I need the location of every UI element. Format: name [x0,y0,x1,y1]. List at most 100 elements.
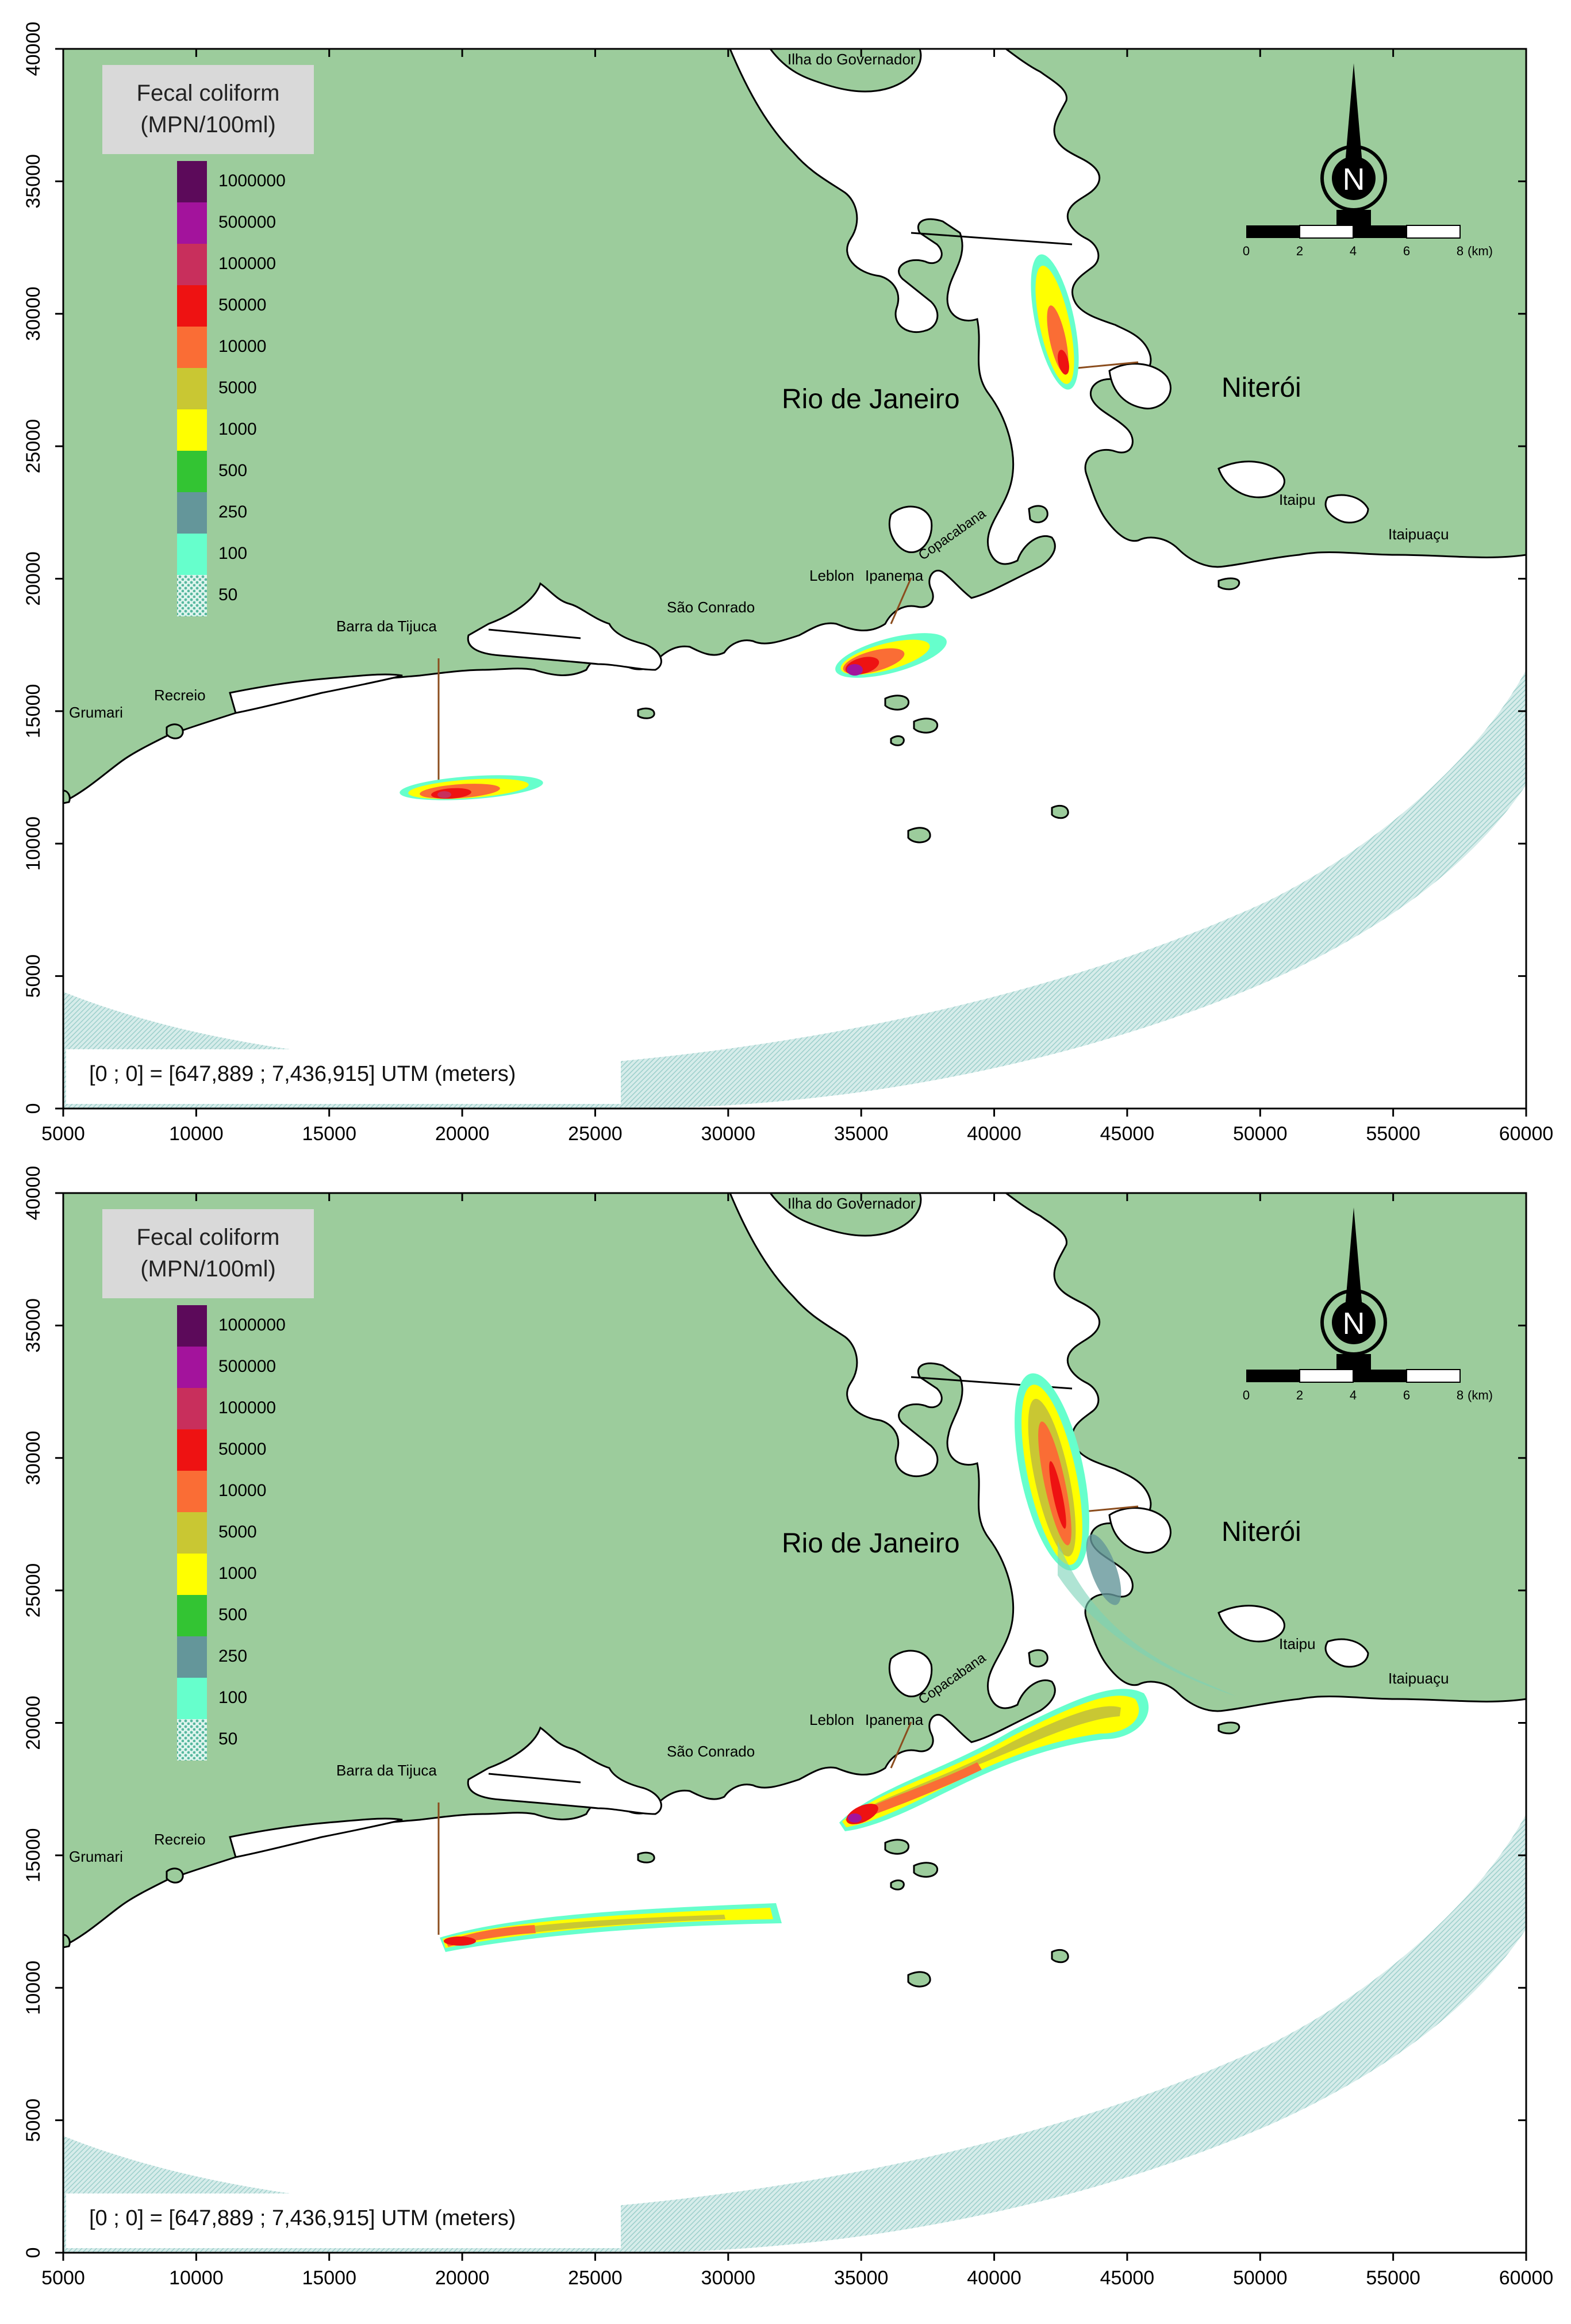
legend-swatch [177,492,207,534]
origin-note-box [66,1049,621,1104]
legend-swatches: 1000000 500000 100000 50000 10000 5000 1000 500… [177,161,286,616]
legend-swatch [177,285,207,327]
legend-top: Fecal coliform (MPN/100ml) 1000000 500000… [102,65,314,616]
legend-value: 500000 [218,1357,276,1376]
legend-value: 10000 [218,1481,266,1500]
legend-swatch [177,368,207,409]
label-recreio: Recreio [154,687,206,704]
legend-value: 50 [218,585,237,604]
scale-label-8: 8 [1457,1388,1464,1402]
panel-top: 5000 10000 15000 20000 25000 30000 35000 40000 4… [22,22,1553,1145]
x-tick-label: 15000 [302,2267,356,2289]
legend-value: 50000 [218,1440,266,1459]
label-barra-da-tijuca: Barra da Tijuca [336,1762,437,1779]
legend-swatch [177,244,207,285]
legend-swatch [177,1636,207,1678]
legend-swatch [177,534,207,575]
scale-label-4: 4 [1350,1388,1357,1402]
legend-value: 1000 [218,1564,257,1583]
scale-label-8: 8 [1457,244,1464,258]
y-tick-label: 15000 [22,1828,44,1883]
legend-title-box [102,1209,314,1298]
label-itaipuacu: Itaipuaçu [1388,526,1449,543]
legend-swatch [177,1678,207,1719]
north-letter: N [1343,1306,1365,1341]
x-tick-label: 25000 [568,2267,623,2289]
legend-value: 500 [218,461,247,480]
plume-barra-bottom [440,1903,782,1952]
legend-swatch [177,1719,207,1761]
label-ilha-governador: Ilha do Governador [788,1195,916,1212]
legend-swatch [177,1512,207,1554]
scale-label-6: 6 [1403,244,1410,258]
legend-value: 500 [218,1605,247,1624]
y-tick-label: 35000 [22,1298,44,1353]
label-itaipuacu: Itaipuaçu [1388,1670,1449,1687]
x-tick-label: 25000 [568,1123,623,1145]
x-tick-label: 10000 [169,2267,224,2289]
x-tick-label: 5000 [41,1123,85,1145]
x-tick-label: 30000 [701,1123,756,1145]
label-sao-conrado: São Conrado [667,1743,755,1760]
legend-value: 250 [218,1647,247,1666]
label-niteroi: Niterói [1222,1517,1301,1547]
y-tick-label: 10000 [22,1961,44,2015]
scale-bar-top: 0 2 4 6 8 (km) [1243,225,1493,258]
scale-label-4: 4 [1350,244,1357,258]
x-tick-label: 40000 [967,2267,1021,2289]
legend-title-line2: (MPN/100ml) [140,1256,276,1282]
y-tick-label: 40000 [22,1166,44,1221]
y-tick-label: 25000 [22,419,44,474]
label-grumari: Grumari [69,1848,123,1865]
x-tick-label: 20000 [435,1123,490,1145]
y-tick-label: 15000 [22,684,44,739]
north-arrow-bottom: N [1320,1207,1387,1380]
legend-swatch [177,409,207,451]
legend-swatch [177,1347,207,1388]
label-leblon: Leblon [809,567,854,584]
y-tick-label: 10000 [22,816,44,871]
legend-value: 100 [218,1688,247,1707]
label-barra-da-tijuca: Barra da Tijuca [336,618,437,635]
label-sao-conrado: São Conrado [667,599,755,616]
legend-value: 100000 [218,1398,276,1417]
legend-value: 1000 [218,420,257,439]
legend-value: 1000000 [218,171,286,190]
origin-note-top: [0 ; 0] = [647,889 ; 7,436,915] UTM (met… [89,1062,516,1086]
scale-label-6: 6 [1403,1388,1410,1402]
north-arrow-top: N [1320,63,1387,236]
y-tick-label: 5000 [22,2099,44,2142]
x-tick-label: 5000 [41,2267,85,2289]
x-tick-label: 45000 [1100,1123,1155,1145]
x-tick-label: 45000 [1100,2267,1155,2289]
x-tick-label: 50000 [1233,1123,1288,1145]
x-tick-label: 50000 [1233,2267,1288,2289]
legend-swatch [177,1554,207,1595]
legend-swatch [177,327,207,368]
legend-bottom: Fecal coliform (MPN/100ml) 1000000 500000… [102,1209,314,1761]
label-itaipu: Itaipu [1279,491,1316,508]
y-tick-label: 20000 [22,551,44,606]
legend-swatch [177,1388,207,1429]
y-tick-label: 0 [22,2248,44,2258]
legend-title-line1: Fecal coliform [137,1225,280,1250]
origin-note-box [66,2193,621,2248]
legend-swatch [177,451,207,492]
label-ipanema: Ipanema [865,567,924,584]
legend-value: 5000 [218,378,257,397]
legend-swatch [177,202,207,244]
x-tick-label: 35000 [834,1123,889,1145]
scale-bar-bottom: 0 2 4 6 8 (km) [1243,1369,1493,1402]
y-tick-label: 30000 [22,1431,44,1485]
x-tick-label: 55000 [1366,2267,1420,2289]
x-tick-label: 15000 [302,1123,356,1145]
x-ticks-bottom: 5000 10000 15000 20000 25000 30000 35000 40000 4… [41,1193,1553,2289]
label-recreio: Recreio [154,1831,206,1848]
scale-label-0: 0 [1243,244,1250,258]
scale-label-2: 2 [1296,244,1303,258]
legend-value: 1000000 [218,1316,286,1334]
label-niteroi: Niterói [1222,373,1301,403]
panel-bottom: 5000 10000 15000 20000 25000 30000 35000 40000 4… [22,1166,1553,2289]
